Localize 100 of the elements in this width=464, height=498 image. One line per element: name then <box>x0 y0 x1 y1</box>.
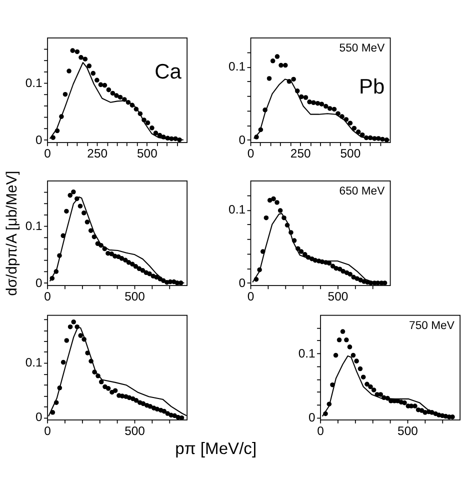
point <box>323 104 328 109</box>
point <box>153 130 158 136</box>
y-tick-label: 0.1 <box>25 356 43 370</box>
point <box>274 200 280 205</box>
point <box>130 262 135 267</box>
point <box>291 76 296 82</box>
point <box>150 126 154 130</box>
x-tick-label: 500 <box>124 289 146 304</box>
point <box>271 196 276 202</box>
annotation: 750 MeV <box>409 320 455 332</box>
point <box>94 78 100 83</box>
point <box>126 260 132 265</box>
y-axis-title: dσ/dpπ/A [μb/MeV] <box>4 170 21 296</box>
y-tick-label: 0 <box>36 410 43 424</box>
point <box>71 320 76 324</box>
point <box>78 55 84 60</box>
point <box>270 58 276 64</box>
x-tick-label: 500 <box>328 289 348 304</box>
point <box>340 329 346 334</box>
point <box>84 220 90 224</box>
point <box>311 100 316 106</box>
point <box>140 268 146 273</box>
point <box>350 352 356 358</box>
point <box>68 324 73 330</box>
point <box>66 68 72 74</box>
point <box>60 360 66 365</box>
point <box>134 398 139 403</box>
point <box>352 126 357 131</box>
point <box>147 271 152 276</box>
point <box>106 87 112 92</box>
point <box>110 90 116 96</box>
x-tick-label: 500 <box>398 424 418 438</box>
x-tick-label: 250 <box>87 146 108 160</box>
point <box>74 49 80 54</box>
point <box>145 120 150 126</box>
point <box>302 252 308 257</box>
point <box>412 404 418 408</box>
point <box>348 120 353 126</box>
y-tick-label: 0.1 <box>228 60 246 74</box>
point <box>278 208 283 213</box>
point <box>354 358 359 364</box>
point <box>82 56 88 62</box>
point <box>106 386 111 391</box>
point <box>102 82 108 88</box>
point <box>119 256 124 261</box>
point <box>419 408 424 413</box>
point <box>333 352 338 358</box>
annotation: 650 MeV <box>339 185 386 198</box>
x-tick-label: 250 <box>290 146 311 160</box>
point <box>315 100 320 106</box>
point <box>283 62 288 68</box>
x-tick-label: 500 <box>124 424 146 438</box>
annotation: Ca <box>154 60 182 84</box>
y-tick-label: 0.1 <box>228 202 246 217</box>
point <box>114 93 119 98</box>
point <box>364 382 370 387</box>
x-tick-label: 500 <box>137 146 158 160</box>
y-tick-label: 0 <box>36 132 43 147</box>
point <box>332 106 337 112</box>
point <box>402 400 407 406</box>
y-tick-label: 0.1 <box>298 346 316 360</box>
point <box>112 388 118 393</box>
point <box>64 208 69 214</box>
point <box>344 337 349 342</box>
x-axis-title: pπ [MeV/c] <box>175 438 257 458</box>
point <box>98 380 104 384</box>
point <box>70 48 76 53</box>
x-tick-label: 500 <box>340 146 361 160</box>
point <box>360 374 366 380</box>
point <box>330 264 336 269</box>
point <box>86 64 92 68</box>
point <box>62 92 68 97</box>
point <box>327 106 332 111</box>
point <box>266 76 272 81</box>
point <box>264 215 269 220</box>
point <box>64 338 70 343</box>
point <box>118 94 123 100</box>
point <box>319 102 324 106</box>
annotation: 550 MeV <box>339 42 386 54</box>
point <box>82 210 86 216</box>
y-tick-label: 0.1 <box>25 218 43 233</box>
point <box>303 95 308 100</box>
point <box>148 404 153 409</box>
point <box>274 54 280 59</box>
point <box>78 333 83 338</box>
point <box>133 264 138 269</box>
point <box>378 392 384 397</box>
point <box>336 337 342 342</box>
x-tick-label: 0 <box>317 424 324 438</box>
annotation: Pb <box>359 75 385 98</box>
point <box>278 62 284 68</box>
point <box>347 344 352 350</box>
point <box>179 415 184 420</box>
point <box>348 272 352 277</box>
point <box>154 274 159 280</box>
point <box>88 228 94 233</box>
point <box>123 258 128 263</box>
y-tick-label: 0.1 <box>25 76 43 90</box>
point <box>68 192 73 198</box>
point <box>98 82 104 88</box>
